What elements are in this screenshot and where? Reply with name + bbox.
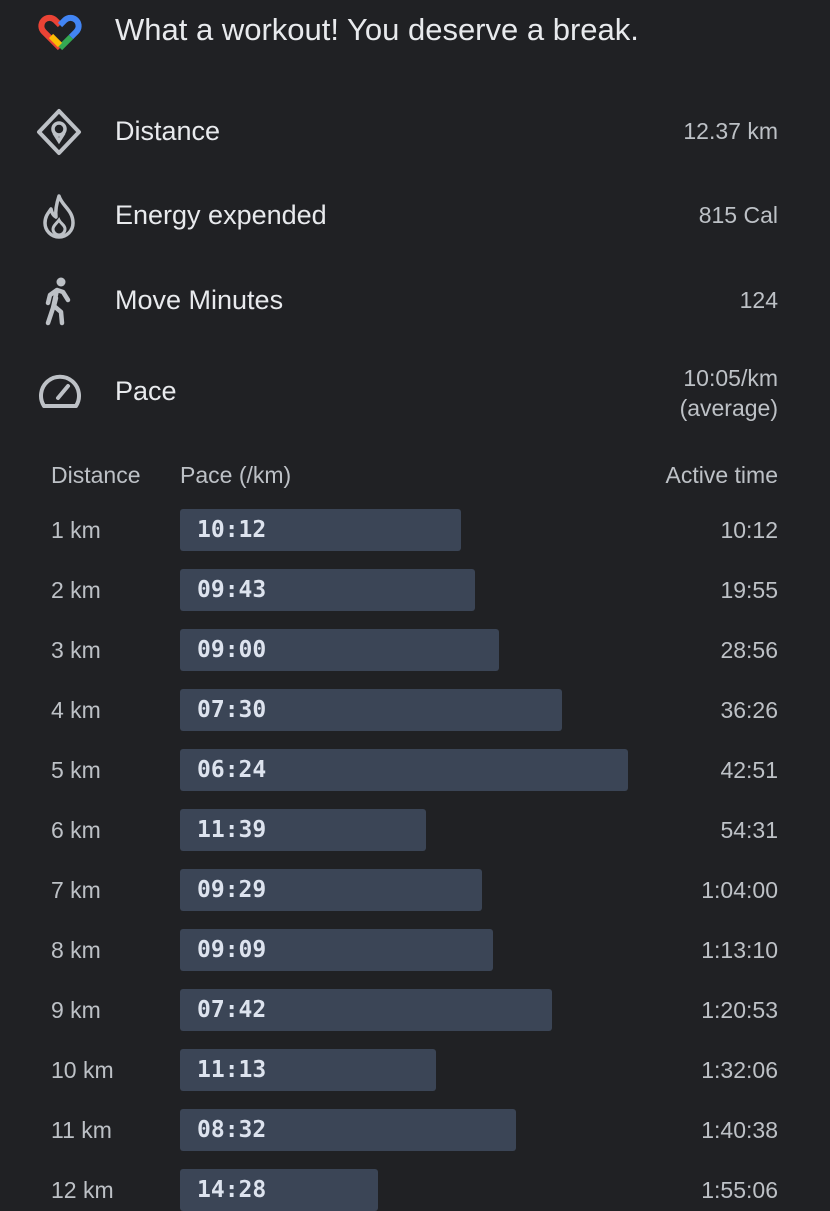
split-pace: 11:13	[197, 1057, 267, 1083]
column-header: Distance	[51, 462, 141, 488]
move-icon	[45, 277, 71, 326]
split-pace: 06:24	[197, 757, 267, 783]
pace-bar	[180, 569, 476, 611]
active-time: 28:56	[720, 637, 778, 663]
pace-bar	[180, 689, 563, 731]
stat-value: 12.37 km	[683, 118, 778, 144]
stat-label: Move Minutes	[115, 285, 284, 315]
active-time: 10:12	[720, 517, 778, 543]
active-time: 1:32:06	[701, 1057, 778, 1083]
column-header: Pace (/km)	[180, 462, 292, 488]
pace-icon	[39, 374, 81, 408]
column-header: Active time	[665, 462, 778, 488]
stat-value-text: 10:05/km	[683, 365, 778, 391]
pace-bar	[180, 809, 427, 851]
split-pace: 08:32	[197, 1117, 267, 1143]
split-distance: 6 km	[51, 817, 101, 843]
title: What a workout! You deserve a break.	[115, 12, 639, 47]
split-distance: 12 km	[51, 1177, 114, 1203]
pace-bar	[180, 1109, 516, 1151]
pace-bar	[180, 749, 628, 791]
stat-label: Distance	[115, 116, 221, 146]
split-distance: 10 km	[51, 1057, 114, 1083]
split-pace: 07:42	[197, 997, 267, 1023]
split-pace: 09:00	[197, 637, 267, 663]
split-pace: 09:43	[197, 577, 267, 603]
active-time: 19:55	[720, 577, 778, 603]
pace-bar	[180, 629, 499, 671]
active-time: 42:51	[720, 757, 778, 783]
stat-note: (average)	[679, 395, 778, 421]
energy-icon	[43, 194, 75, 239]
pace-bar	[180, 989, 553, 1031]
split-pace: 09:29	[197, 877, 267, 903]
split-pace: 07:30	[197, 697, 267, 723]
split-distance: 7 km	[51, 877, 101, 903]
pace-bar	[180, 869, 483, 911]
active-time: 1:55:06	[701, 1177, 778, 1203]
split-distance: 11 km	[51, 1117, 112, 1143]
split-distance: 5 km	[51, 757, 101, 783]
pace-bar	[180, 1049, 436, 1091]
active-time: 1:13:10	[701, 937, 778, 963]
split-distance: 2 km	[51, 577, 101, 603]
split-pace: 11:39	[197, 817, 267, 843]
stat-value: 124	[739, 287, 778, 313]
distance-icon	[37, 109, 81, 155]
split-pace: 09:09	[197, 937, 267, 963]
active-time: 1:40:38	[701, 1117, 778, 1143]
split-distance: 3 km	[51, 637, 101, 663]
active-time: 54:31	[720, 817, 778, 843]
split-pace: 14:28	[197, 1177, 267, 1203]
split-distance: 1 km	[51, 517, 101, 543]
active-time: 1:04:00	[701, 877, 778, 903]
stat-label: Pace	[115, 376, 177, 406]
app-logo	[38, 14, 82, 51]
split-distance: 8 km	[51, 937, 101, 963]
active-time: 36:26	[720, 697, 778, 723]
split-distance: 4 km	[51, 697, 101, 723]
active-time: 1:20:53	[701, 997, 778, 1023]
stat-value: 815 Cal	[698, 202, 778, 228]
pace-bar	[180, 509, 462, 551]
split-distance: 9 km	[51, 997, 101, 1023]
stat-value: 10:05/km (average)	[680, 363, 778, 423]
split-pace: 10:12	[197, 517, 267, 543]
pace-bar	[180, 929, 494, 971]
stat-label: Energy expended	[115, 200, 327, 230]
